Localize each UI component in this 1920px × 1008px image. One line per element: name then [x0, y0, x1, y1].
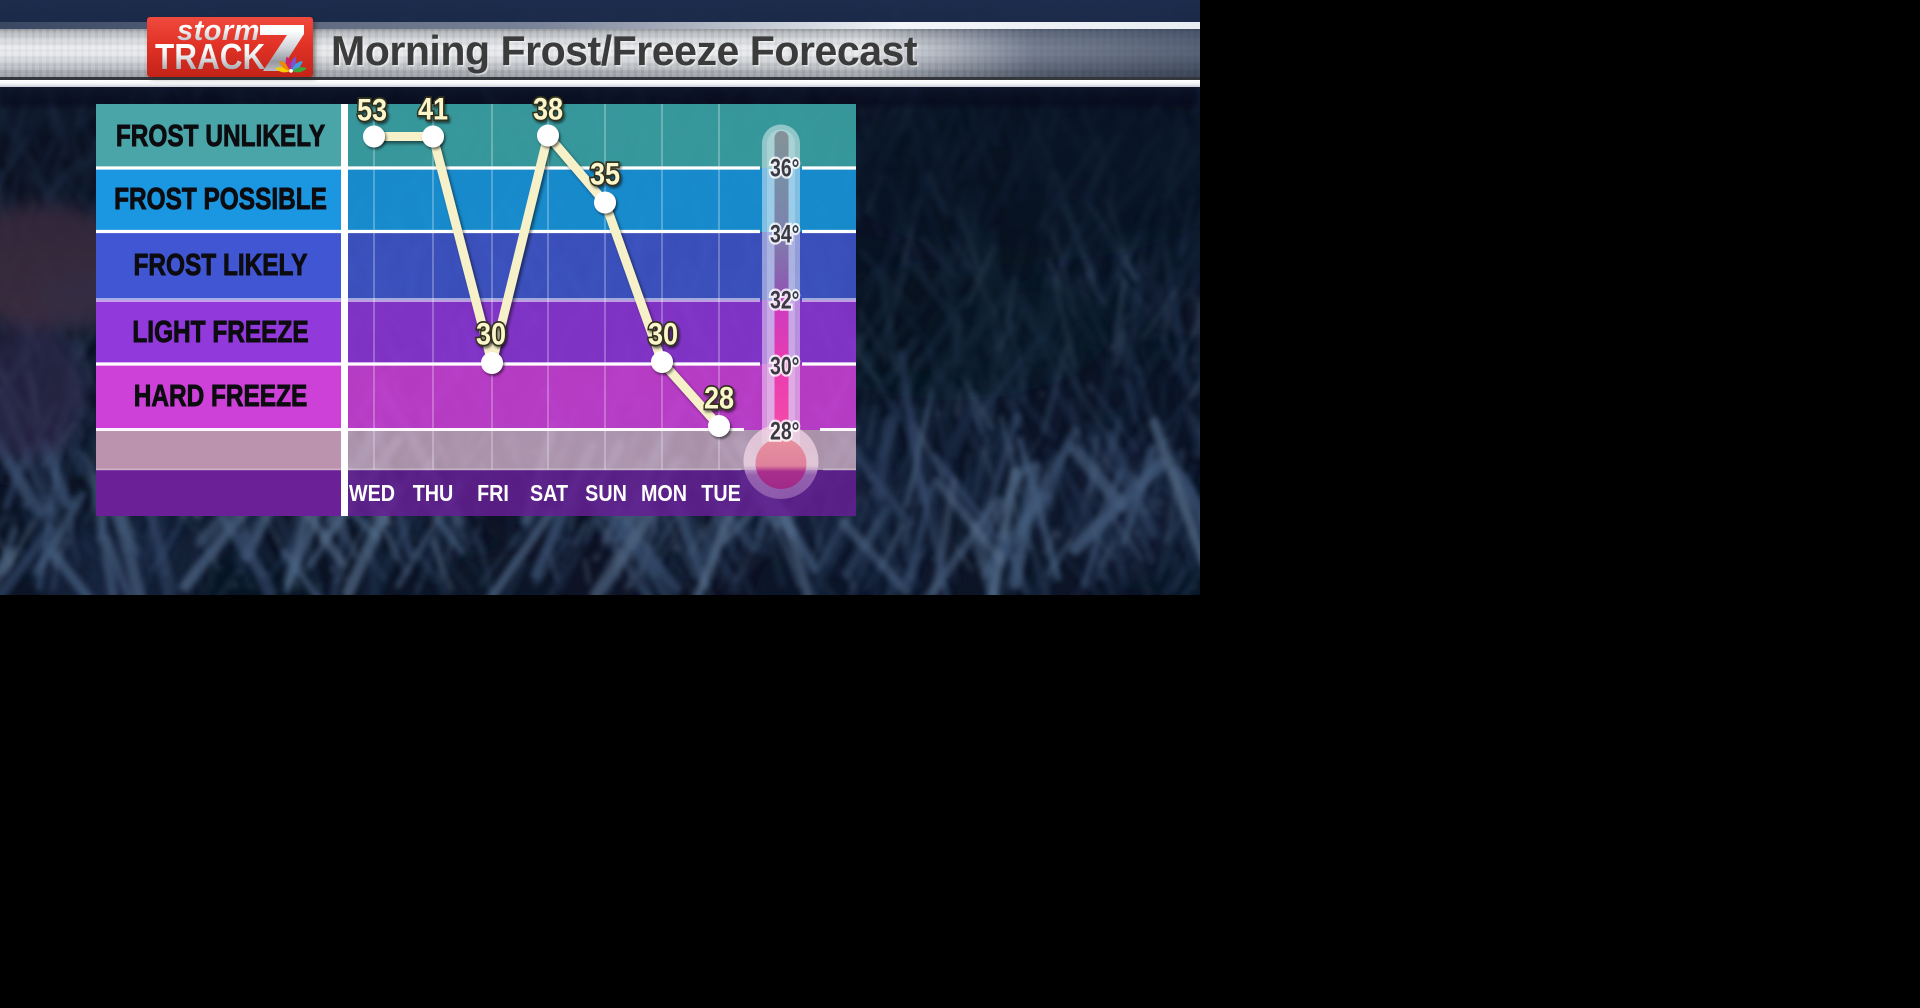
svg-text:30: 30: [476, 317, 506, 352]
svg-text:30°: 30°: [770, 352, 799, 380]
svg-text:36°: 36°: [770, 154, 799, 182]
svg-text:WED: WED: [349, 479, 395, 506]
svg-text:28°: 28°: [770, 417, 799, 445]
svg-text:THU: THU: [413, 479, 454, 506]
svg-text:MON: MON: [641, 479, 687, 506]
svg-text:38: 38: [533, 92, 563, 127]
svg-text:28: 28: [704, 381, 734, 416]
svg-text:41: 41: [418, 92, 448, 127]
svg-text:30: 30: [648, 317, 678, 352]
svg-text:SUN: SUN: [585, 479, 627, 506]
svg-text:SAT: SAT: [530, 479, 569, 506]
svg-text:32°: 32°: [770, 286, 799, 314]
svg-text:34°: 34°: [770, 220, 799, 248]
svg-text:35: 35: [590, 157, 620, 192]
svg-text:TUE: TUE: [701, 479, 740, 506]
svg-text:53: 53: [357, 93, 387, 128]
svg-text:FRI: FRI: [477, 479, 509, 506]
